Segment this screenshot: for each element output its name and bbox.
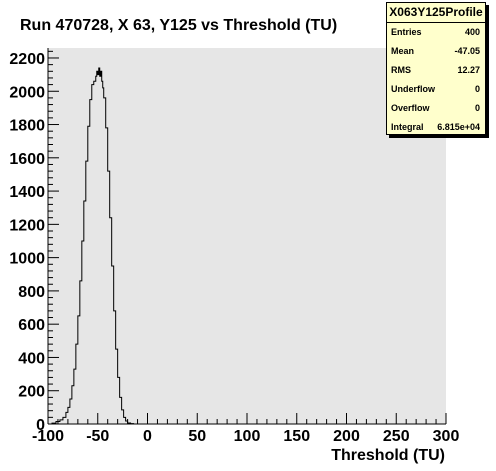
x-tick-label: 300: [433, 428, 460, 445]
stats-label: Underflow: [391, 84, 435, 94]
x-tick-label: -50: [86, 428, 109, 445]
x-tick-label: 100: [234, 428, 261, 445]
x-tick-label: 50: [188, 428, 206, 445]
y-tick-label: 600: [18, 317, 45, 334]
plot-area: [48, 48, 446, 424]
y-tick-label: 1600: [9, 151, 45, 168]
x-tick-label: 200: [333, 428, 360, 445]
stats-row-entries: Entries 400: [387, 23, 485, 42]
stats-rows: Entries 400 Mean -47.05 RMS 12.27 Underflow 0 Ov…: [387, 23, 485, 137]
y-tick-label: 800: [18, 284, 45, 301]
y-tick-label: 200: [18, 384, 45, 401]
chart-title: Run 470728, X 63, Y125 vs Threshold (TU): [20, 17, 338, 34]
tick-labels: -100 -50 0 50 100 150 200 250 300 0 200 400 600 800 10…: [9, 51, 459, 445]
stats-box-title: X063Y125Profile: [387, 3, 485, 23]
x-tick-label: 250: [383, 428, 410, 445]
y-tick-label: 0: [36, 417, 45, 434]
stats-value: 6.815e+04: [437, 122, 480, 132]
stats-label: Integral: [391, 122, 424, 132]
x-tick-label: -100: [32, 428, 64, 445]
stats-value: 0: [474, 103, 480, 113]
x-tick-label: 150: [283, 428, 310, 445]
y-tick-label: 2000: [9, 84, 45, 101]
y-tick-label: 1200: [9, 217, 45, 234]
y-tick-label: 2200: [9, 51, 45, 68]
histogram-series: [48, 67, 446, 425]
stats-row-mean: Mean -47.05: [387, 42, 485, 61]
stats-label: Overflow: [391, 103, 430, 113]
stats-row-integral: Integral 6.815e+04: [387, 118, 485, 137]
x-tick-label: 0: [143, 428, 152, 445]
stats-value: -47.05: [454, 46, 480, 56]
stats-box: X063Y125Profile Entries 400 Mean -47.05 RMS 1…: [386, 2, 486, 135]
stats-label: RMS: [391, 65, 411, 75]
stats-value: 12.27: [457, 65, 480, 75]
y-tick-label: 1400: [9, 184, 45, 201]
y-tick-label: 1000: [9, 251, 45, 268]
stats-label: Entries: [391, 27, 422, 37]
stats-value: 400: [464, 27, 480, 37]
y-tick-label: 400: [18, 350, 45, 367]
x-axis-title: Threshold (TU): [331, 447, 445, 464]
y-tick-label: 1800: [9, 118, 45, 135]
stats-value: 0: [474, 84, 480, 94]
stats-row-overflow: Overflow 0: [387, 99, 485, 118]
stats-label: Mean: [391, 46, 415, 56]
stats-row-rms: RMS 12.27: [387, 61, 485, 80]
stats-row-underflow: Underflow 0: [387, 80, 485, 99]
